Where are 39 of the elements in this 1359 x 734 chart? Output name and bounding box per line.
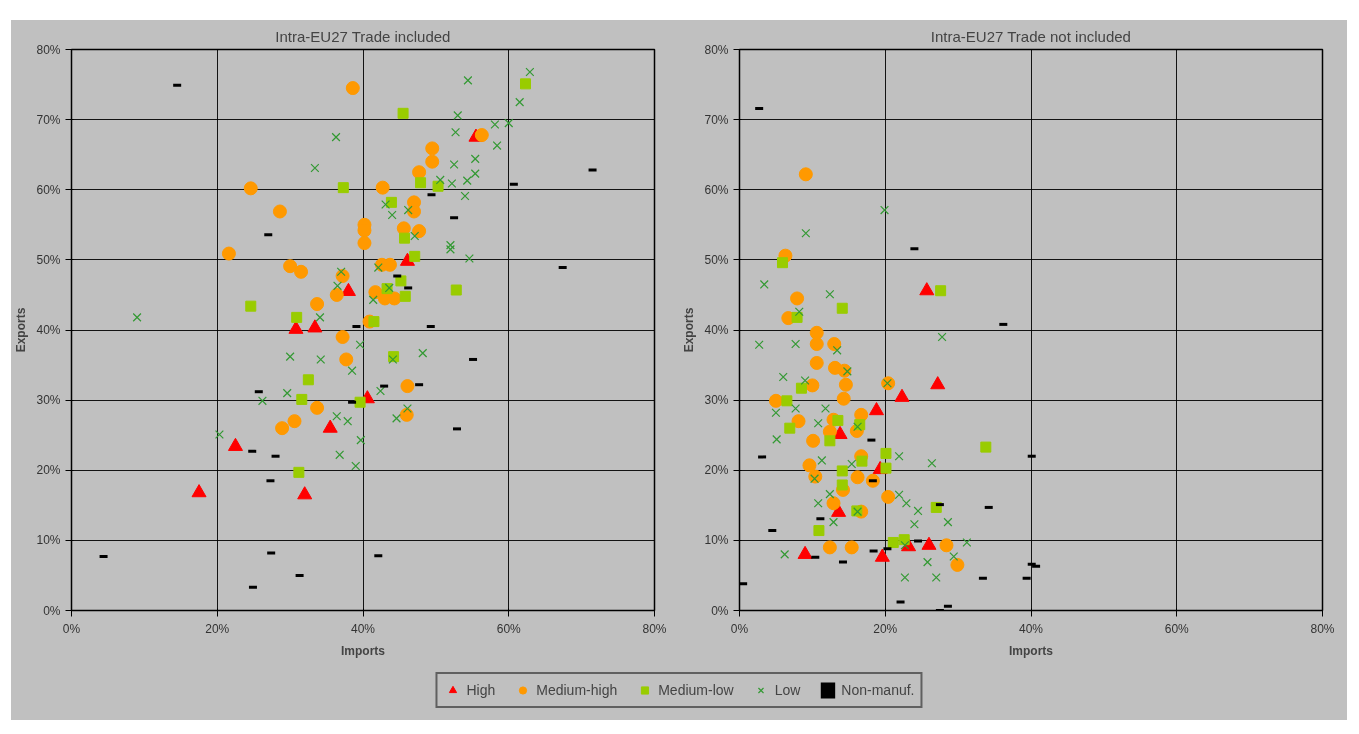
x-tick-label: 0% <box>62 621 81 636</box>
x-tick-label: 40% <box>1018 621 1044 636</box>
x-tick-label: 80% <box>642 621 667 636</box>
legend-label: Low <box>774 682 801 698</box>
x-tick-label: 60% <box>1164 621 1190 636</box>
y-tick-label: 30% <box>36 393 61 408</box>
y-tick-label: 40% <box>704 323 729 337</box>
y-tick-label: 20% <box>704 463 729 478</box>
y-axis-title: Exports <box>682 307 697 353</box>
y-tick-label: 70% <box>36 112 61 127</box>
x-tick-label: 20% <box>873 621 898 636</box>
legend-label: High <box>466 682 496 698</box>
y-tick-label: 50% <box>704 252 729 267</box>
y-tick-label: 80% <box>704 42 729 57</box>
y-tick-label: 20% <box>36 463 61 478</box>
y-axis-title: Exports <box>14 307 29 353</box>
y-tick-label: 70% <box>704 112 729 127</box>
chart-title: Intra-EU27 Trade included <box>275 27 451 45</box>
x-axis-title: Imports <box>1009 643 1054 658</box>
legend-label: Medium-high <box>536 682 618 698</box>
y-tick-label: 80% <box>36 42 61 57</box>
y-tick-label: 0% <box>711 603 729 618</box>
x-tick-label: 80% <box>1310 621 1335 636</box>
legend-label: Medium-low <box>658 682 734 698</box>
x-tick-label: 20% <box>205 621 230 636</box>
y-tick-label: 10% <box>704 533 729 548</box>
y-tick-label: 50% <box>36 252 61 267</box>
y-tick-label: 10% <box>36 533 61 548</box>
y-tick-label: 40% <box>36 323 61 337</box>
y-tick-label: 30% <box>704 393 729 408</box>
x-tick-label: 60% <box>496 621 522 636</box>
legend-label: Non-manuf. <box>841 682 915 698</box>
x-tick-label: 0% <box>730 621 749 636</box>
y-tick-label: 60% <box>704 182 729 197</box>
chart-title: Intra-EU27 Trade not included <box>930 27 1131 45</box>
x-axis-title: Imports <box>341 643 386 658</box>
y-tick-label: 60% <box>36 182 61 197</box>
y-tick-label: 0% <box>43 603 61 618</box>
x-tick-label: 40% <box>350 621 376 636</box>
